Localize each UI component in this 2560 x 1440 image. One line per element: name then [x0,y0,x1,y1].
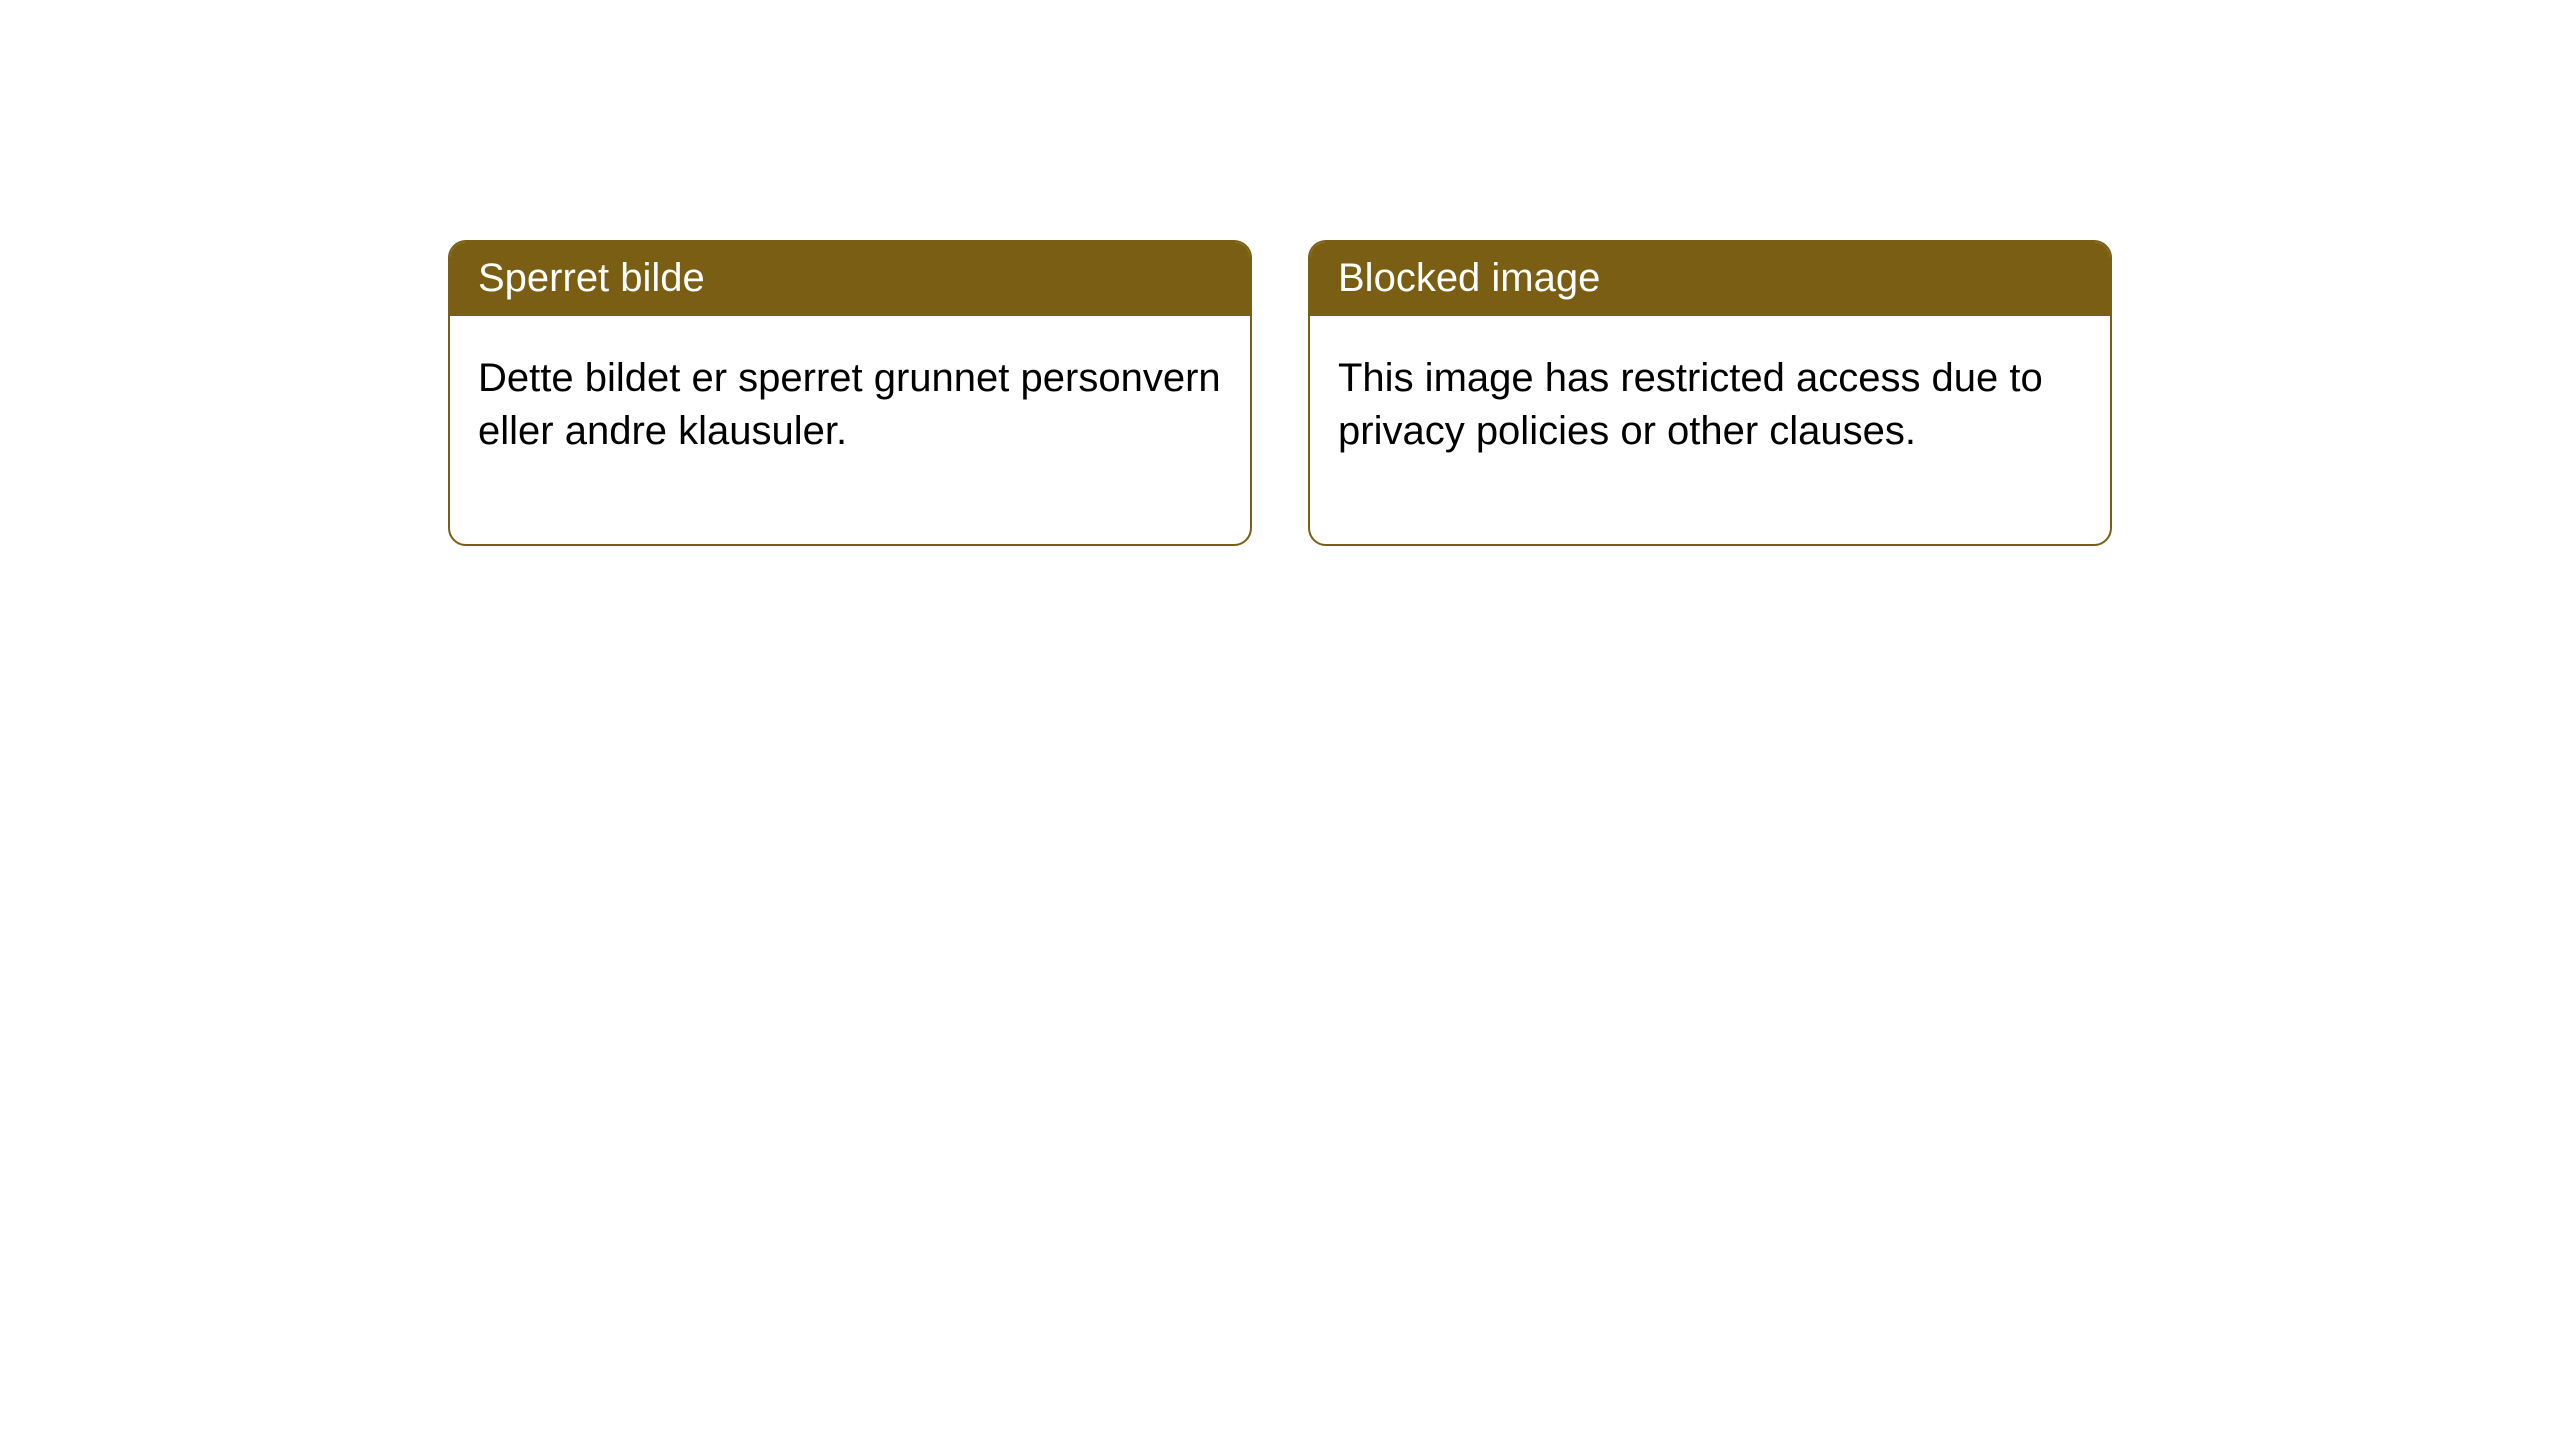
blocked-image-cards-container: Sperret bilde Dette bildet er sperret gr… [0,0,2560,546]
blocked-image-card-en: Blocked image This image has restricted … [1308,240,2112,546]
card-title-en: Blocked image [1310,242,2110,316]
blocked-image-card-no: Sperret bilde Dette bildet er sperret gr… [448,240,1252,546]
card-body-no: Dette bildet er sperret grunnet personve… [450,316,1250,544]
card-body-en: This image has restricted access due to … [1310,316,2110,544]
card-title-no: Sperret bilde [450,242,1250,316]
